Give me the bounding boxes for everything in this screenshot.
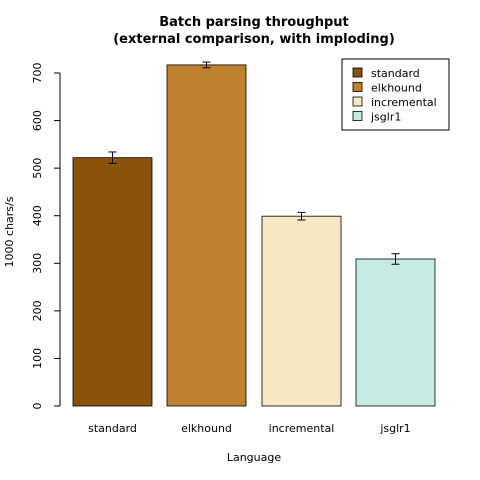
y-tick-label: 300 [31, 253, 44, 274]
y-axis-label: 1000 chars/s [3, 196, 16, 267]
x-tick-label-standard: standard [88, 422, 137, 435]
bar-jsglr1 [355, 258, 436, 407]
y-tick-label: 100 [31, 348, 44, 369]
bars [72, 64, 436, 407]
legend-swatch-elkhound [352, 82, 363, 92]
y-tick-label: 400 [31, 205, 44, 226]
x-tick-label-incremental: incremental [269, 422, 335, 435]
legend-label-jsglr1: jsglr1 [370, 111, 401, 124]
y-tick-label: 0 [31, 403, 44, 410]
x-tick-labels: standard elkhound incremental jsglr1 [88, 422, 411, 435]
legend-swatch-jsglr1 [352, 111, 363, 121]
legend-swatch-standard [352, 67, 363, 78]
legend-label-incremental: incremental [371, 96, 437, 109]
error-bars [108, 61, 400, 265]
x-axis-label: Language [227, 451, 282, 464]
y-tick-label: 700 [31, 63, 44, 84]
bar-incremental [261, 215, 342, 407]
chart-title-line-2: (external comparison, with imploding) [113, 32, 395, 47]
chart-title-line-1: Batch parsing throughput [159, 15, 349, 30]
y-tick-label: 600 [31, 110, 44, 131]
bar-elkhound [166, 64, 247, 407]
x-tick-label-elkhound: elkhound [181, 422, 232, 435]
y-axis: 0 100 200 300 400 500 600 700 [31, 63, 61, 410]
y-tick-label: 200 [31, 300, 44, 321]
legend-label-standard: standard [371, 67, 420, 80]
bar-standard [72, 157, 153, 407]
legend-label-elkhound: elkhound [371, 82, 422, 95]
legend-swatch-incremental [352, 96, 363, 107]
x-tick-label-jsglr1: jsglr1 [379, 422, 410, 435]
y-tick-label: 500 [31, 158, 44, 179]
